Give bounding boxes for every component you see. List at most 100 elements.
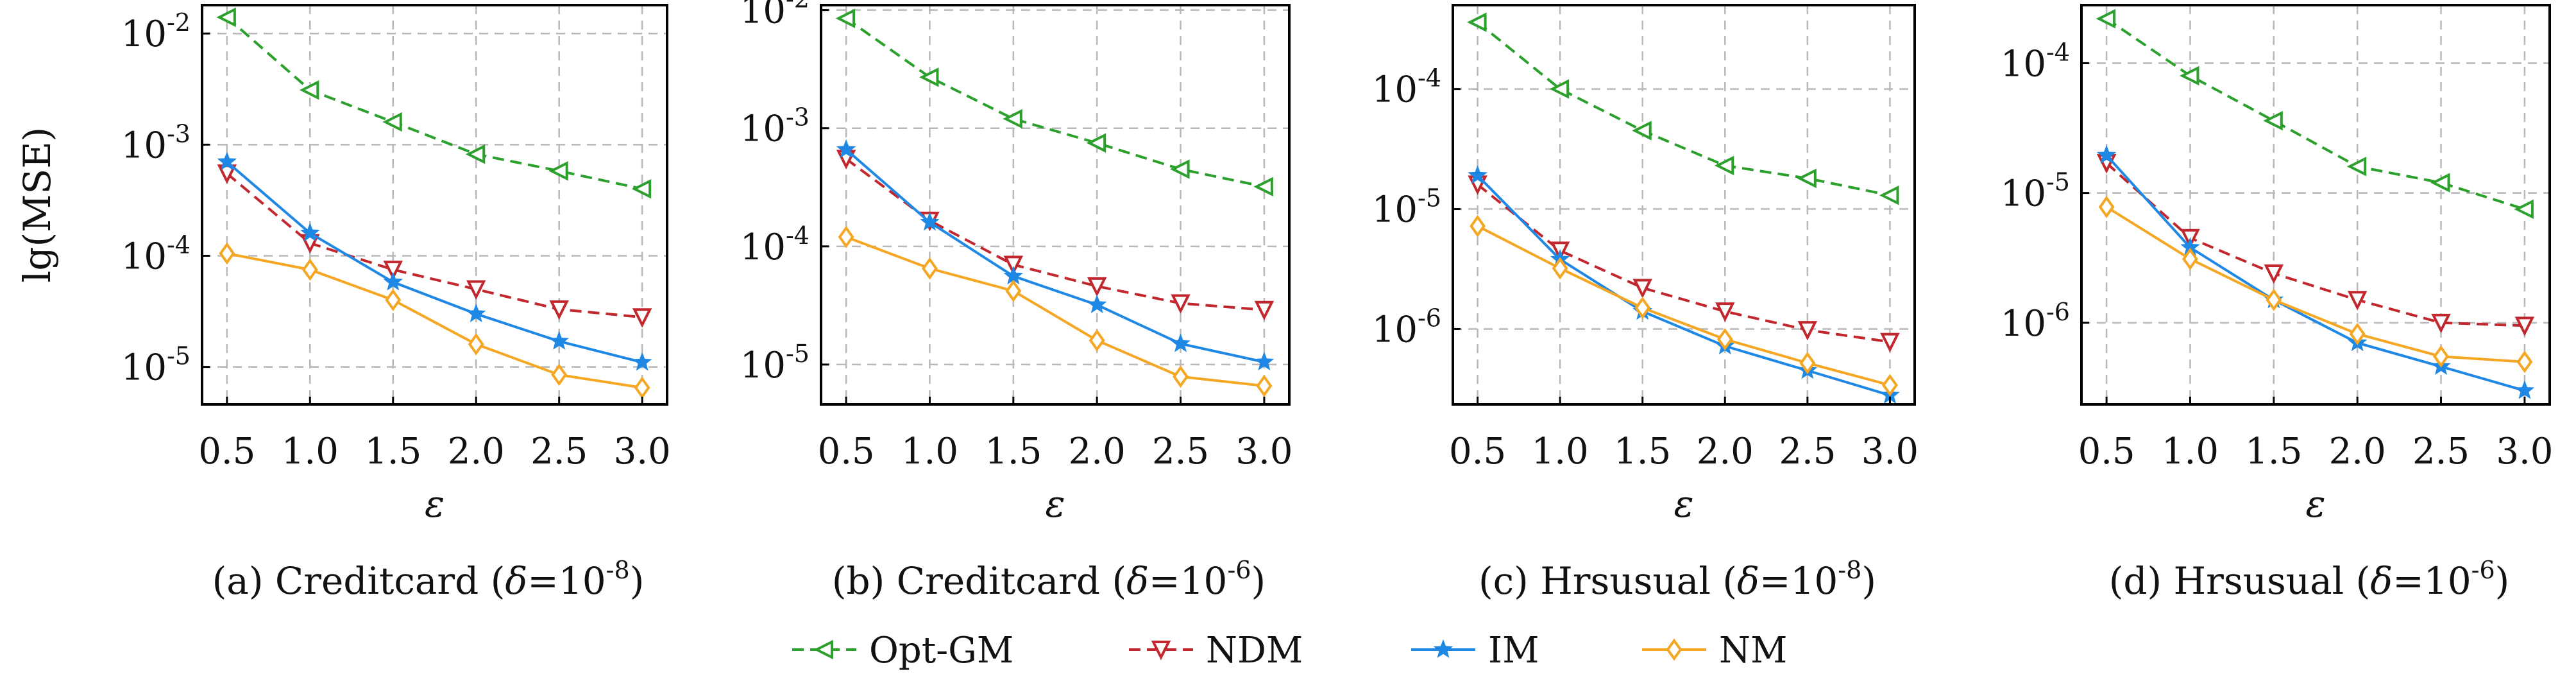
x-tick-label: 2.5 <box>530 431 588 472</box>
series-line <box>845 236 1265 388</box>
data-point <box>1715 302 1735 322</box>
x-tick-label: 1.0 <box>2162 431 2219 472</box>
data-point <box>2098 196 2115 218</box>
plot-frame <box>201 4 668 406</box>
data-point <box>1797 321 1818 341</box>
data-point <box>1087 277 1107 297</box>
y-tick-label: 10-5 <box>2001 168 2070 215</box>
data-point <box>549 331 569 350</box>
series-ndm <box>217 164 652 328</box>
series-line <box>2105 162 2525 327</box>
subplot-caption: (a) Creditcard (δ=10-8) <box>212 556 645 603</box>
x-tick-label: 0.5 <box>818 431 875 472</box>
data-point <box>922 257 938 280</box>
legend-item-nm: NM <box>1642 630 1787 671</box>
data-point <box>2514 199 2534 220</box>
data-point <box>1632 279 1652 298</box>
data-point <box>1087 294 1107 313</box>
y-tick-label: 10-5 <box>121 342 191 389</box>
data-point <box>1003 255 1024 275</box>
data-point <box>920 212 940 231</box>
legend-label: NM <box>1719 630 1787 671</box>
data-point <box>2514 316 2535 336</box>
series-opt-gm <box>1467 12 1899 205</box>
chart-panel-3: 0.5 1.0 1.5 2.0 2.5 3.0 10-6 10-5 10-4 ε (c) Hrsus… <box>1372 4 1919 603</box>
data-point <box>1253 177 1273 197</box>
series-opt-gm <box>835 8 1273 197</box>
data-point <box>1086 133 1106 153</box>
data-point <box>219 242 235 265</box>
legend-label: NDM <box>1206 630 1303 671</box>
x-tick-label: 0.5 <box>1449 431 1506 472</box>
subplot-caption: (b) Creditcard (δ=10-6) <box>832 556 1266 603</box>
data-point <box>1714 155 1734 176</box>
x-tick-label: 3.0 <box>2496 431 2553 472</box>
grid <box>202 5 667 404</box>
legend-marker <box>813 639 833 660</box>
y-tick-label: 10-2 <box>121 8 191 55</box>
data-point <box>1470 214 1486 238</box>
series-opt-gm <box>2096 8 2534 220</box>
data-point <box>1799 352 1816 374</box>
data-point <box>838 225 854 248</box>
data-point <box>549 300 569 320</box>
x-axis-label: ε <box>425 482 445 526</box>
data-point <box>1632 121 1652 141</box>
x-tick-label: 1.5 <box>985 431 1042 472</box>
data-point <box>631 178 652 199</box>
plot-frame <box>1452 4 1916 406</box>
data-point <box>301 258 318 281</box>
data-point <box>1254 351 1275 371</box>
series-ndm <box>836 150 1275 321</box>
x-tick-label: 2.0 <box>448 431 505 472</box>
y-tick-label: 10-5 <box>1372 184 1441 231</box>
data-point <box>217 151 237 171</box>
x-tick-label: 1.5 <box>364 431 421 472</box>
data-point <box>1005 279 1022 302</box>
series-line <box>226 252 643 389</box>
data-point <box>466 303 486 323</box>
data-point <box>1797 168 1817 189</box>
data-point <box>1468 165 1487 184</box>
data-point <box>2263 110 2283 131</box>
y-tick-label: 10-2 <box>740 0 809 32</box>
data-point <box>2264 264 2284 284</box>
data-point <box>1879 186 1899 205</box>
y-tick-label: 10-3 <box>121 119 191 166</box>
legend: Opt-GM NDM IM NM <box>792 630 1787 671</box>
data-point <box>383 261 403 281</box>
data-point <box>1634 297 1651 319</box>
data-point <box>835 8 856 28</box>
data-point <box>1173 365 1189 388</box>
data-point <box>1171 333 1191 352</box>
x-axis-label: ε <box>2305 482 2325 526</box>
data-point <box>299 80 319 100</box>
series-nm <box>1470 214 1898 397</box>
series-line <box>226 16 643 191</box>
y-tick-label: 10-4 <box>740 221 809 268</box>
plot-frame <box>820 4 1291 406</box>
series-line <box>2105 154 2525 392</box>
data-point <box>836 139 856 158</box>
y-tick-label: 10-4 <box>121 230 191 277</box>
data-point <box>385 288 402 311</box>
series-line <box>1477 225 1890 386</box>
data-point <box>1549 79 1570 99</box>
subplot-caption: (d) Hrsusual (δ=10-6) <box>2109 556 2510 603</box>
series-line <box>1477 21 1890 197</box>
series-line <box>2105 17 2525 211</box>
series-line <box>845 17 1265 188</box>
y-tick-label: 10-6 <box>2001 298 2070 345</box>
x-tick-label: 2.0 <box>1069 431 1126 472</box>
data-point <box>468 333 484 356</box>
series-line <box>1477 183 1890 343</box>
x-tick-label: 3.0 <box>614 431 671 472</box>
data-point <box>216 7 236 28</box>
x-tick-label: 3.0 <box>1235 431 1292 472</box>
legend-label: IM <box>1488 630 1539 671</box>
series-line <box>845 157 1265 311</box>
y-tick-label: 10-5 <box>740 340 809 386</box>
legend-marker <box>1666 638 1682 661</box>
data-point <box>548 161 568 181</box>
